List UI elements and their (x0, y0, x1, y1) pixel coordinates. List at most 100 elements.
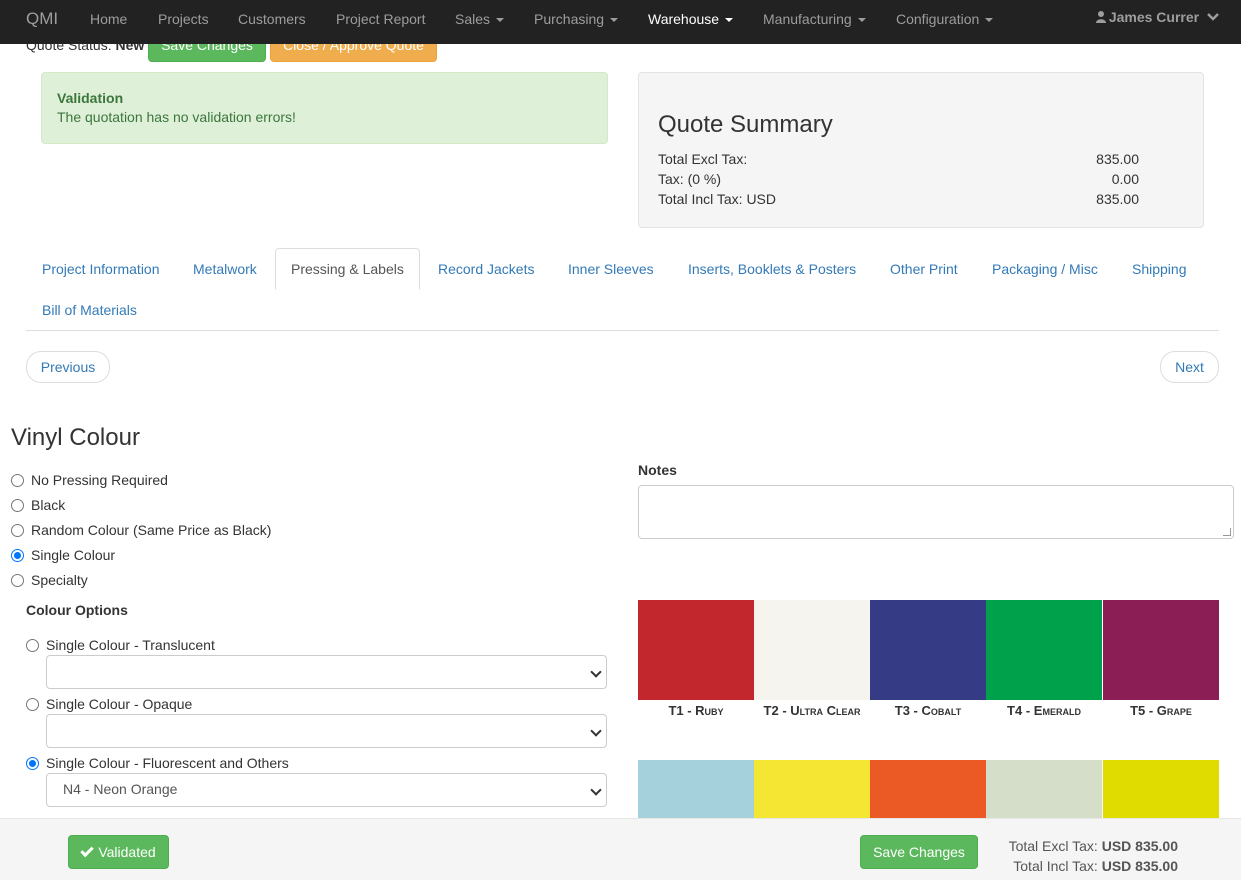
total-excl-line: Total Excl Tax: USD 835.00 (1009, 836, 1178, 856)
swatch-label: T3 - Cobalt (894, 703, 962, 718)
next-button[interactable]: Next (1160, 351, 1219, 383)
check-icon (80, 843, 95, 858)
caret-down-icon (725, 18, 734, 23)
chevron-down-icon (590, 666, 602, 678)
nav-label: Home (90, 11, 128, 27)
user-name: James Currer (1108, 9, 1200, 25)
nav-label: Manufacturing (763, 11, 852, 27)
tab-bill-of-materials[interactable]: Bill of Materials (42, 302, 137, 318)
swatch-cobalt[interactable]: T3 - Cobalt (870, 600, 986, 718)
summary-value: 835.00 (1096, 191, 1139, 207)
navbar: QMI Home Projects Customers Project Repo… (0, 0, 1241, 44)
nav-home[interactable]: Home (90, 11, 127, 27)
radio-button[interactable] (11, 474, 24, 487)
chevron-down-icon (590, 784, 602, 796)
swatch-emerald[interactable]: T4 - Emerald (986, 600, 1102, 718)
previous-button[interactable]: Previous (26, 351, 110, 383)
swatch-color[interactable] (870, 600, 986, 700)
tab-packaging-misc[interactable]: Packaging / Misc (992, 261, 1098, 277)
fluorescent-colour-select[interactable]: N4 - Neon Orange (46, 773, 607, 807)
radio-single-colour-translucent[interactable]: Single Colour - Translucent (26, 637, 215, 653)
nav-sales[interactable]: Sales (455, 11, 505, 27)
radio-random-colour[interactable]: Random Colour (Same Price as Black) (11, 522, 271, 538)
user-menu[interactable]: James Currer (1095, 9, 1219, 25)
vinyl-colour-title: Vinyl Colour (11, 424, 140, 451)
chevron-down-icon (590, 725, 602, 737)
summary-row: Tax: (0 %) 0.00 (658, 171, 1139, 187)
swatch-color[interactable] (1103, 600, 1219, 700)
user-icon (1095, 11, 1106, 23)
chevron-down-icon (1207, 13, 1219, 21)
footer-bar: Validated Save Changes Total Excl Tax: U… (0, 818, 1241, 880)
swatch-ultra-clear[interactable]: T2 - Ultra Clear (754, 600, 870, 718)
notes-textarea[interactable] (638, 485, 1234, 539)
nav-label: Configuration (896, 11, 980, 27)
nav-label: Projects (158, 11, 209, 27)
tab-metalwork[interactable]: Metalwork (193, 261, 257, 277)
caret-down-icon (610, 18, 619, 23)
radio-black[interactable]: Black (11, 497, 65, 513)
nav-configuration[interactable]: Configuration (896, 11, 994, 27)
swatch-label: T4 - Emerald (1007, 703, 1081, 718)
total-excl-value: USD 835.00 (1101, 838, 1178, 854)
nav-warehouse[interactable]: Warehouse (648, 11, 734, 27)
radio-button[interactable] (26, 639, 39, 652)
tab-inserts-booklets-posters[interactable]: Inserts, Booklets & Posters (688, 261, 857, 277)
nav-projects[interactable]: Projects (158, 11, 209, 27)
swatch-grape[interactable]: T5 - Grape (1103, 600, 1219, 718)
radio-label: Specialty (31, 572, 88, 588)
nav-manufacturing[interactable]: Manufacturing (763, 11, 866, 27)
radio-label: Random Colour (Same Price as Black) (31, 522, 272, 538)
radio-specialty[interactable]: Specialty (11, 572, 88, 588)
tabs-divider (26, 330, 1219, 331)
total-incl-value: USD 835.00 (1101, 858, 1178, 874)
summary-label: Total Incl Tax: USD (658, 191, 777, 207)
radio-button[interactable] (26, 698, 39, 711)
nav-label: Project Report (336, 11, 426, 27)
summary-label: Tax: (0 %) (658, 171, 722, 187)
tab-inner-sleeves[interactable]: Inner Sleeves (568, 261, 654, 277)
radio-single-colour-fluorescent[interactable]: Single Colour - Fluorescent and Others (26, 755, 289, 771)
swatch-color[interactable] (754, 600, 870, 700)
nav-customers[interactable]: Customers (238, 11, 306, 27)
tab-record-jackets[interactable]: Record Jackets (438, 261, 535, 277)
validation-title: Validation (57, 90, 124, 106)
nav-label: Customers (238, 11, 306, 27)
translucent-colour-select[interactable] (46, 655, 607, 689)
radio-button[interactable] (26, 757, 39, 770)
tab-other-print[interactable]: Other Print (890, 261, 958, 277)
swatch-ruby[interactable]: T1 - Ruby (638, 600, 754, 718)
tab-pressing-labels[interactable]: Pressing & Labels (275, 248, 420, 290)
footer-totals: Total Excl Tax: USD 835.00 Total Incl Ta… (1009, 836, 1178, 876)
swatch-color[interactable] (986, 600, 1102, 700)
brand-link[interactable]: QMI (26, 9, 59, 28)
nav-purchasing[interactable]: Purchasing (534, 11, 619, 27)
validated-button[interactable]: Validated (68, 835, 169, 869)
validation-alert: Validation The quotation has no validati… (41, 72, 608, 144)
resize-grip-icon[interactable] (1223, 528, 1231, 536)
radio-button[interactable] (11, 499, 24, 512)
radio-label: Single Colour - Translucent (46, 637, 215, 653)
radio-button[interactable] (11, 574, 24, 587)
summary-value: 0.00 (1111, 171, 1139, 187)
swatch-color[interactable] (638, 600, 754, 700)
nav-project-report[interactable]: Project Report (336, 11, 425, 27)
tab-shipping[interactable]: Shipping (1132, 261, 1187, 277)
swatch-label: T2 - Ultra Clear (763, 703, 861, 718)
radio-single-colour[interactable]: Single Colour (11, 547, 115, 563)
summary-label: Total Excl Tax: (658, 151, 748, 167)
opaque-colour-select[interactable] (46, 714, 607, 748)
validated-label: Validated (98, 844, 156, 860)
radio-button[interactable] (11, 524, 24, 537)
validation-message: The quotation has no validation errors! (57, 109, 296, 125)
radio-no-pressing[interactable]: No Pressing Required (11, 472, 168, 488)
quote-summary-panel: Quote Summary Total Excl Tax: 835.00 Tax:… (638, 72, 1204, 228)
radio-button[interactable] (11, 549, 24, 562)
save-changes-button[interactable]: Save Changes (860, 835, 978, 869)
tab-project-information[interactable]: Project Information (42, 261, 160, 277)
summary-row: Total Excl Tax: 835.00 (658, 151, 1139, 167)
radio-label: No Pressing Required (31, 472, 168, 488)
nav-label: Warehouse (648, 11, 720, 27)
quote-summary-title: Quote Summary (658, 111, 833, 138)
radio-single-colour-opaque[interactable]: Single Colour - Opaque (26, 696, 192, 712)
